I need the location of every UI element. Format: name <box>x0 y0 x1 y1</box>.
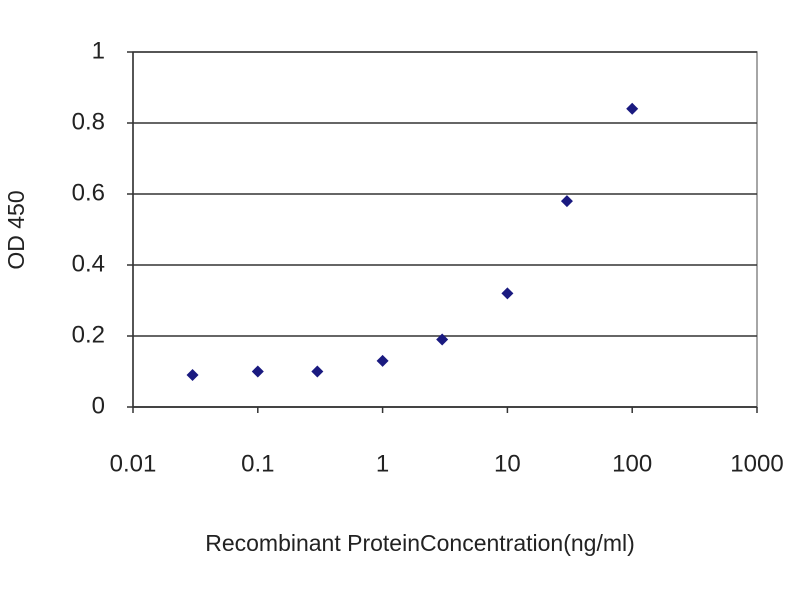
x-axis-title: Recombinant ProteinConcentration(ng/ml) <box>205 530 635 556</box>
x-tick-label: 0.01 <box>110 450 157 477</box>
y-tick-label: 0.4 <box>72 250 105 277</box>
y-tick-label: 0.8 <box>72 108 105 135</box>
data-point <box>501 287 514 300</box>
data-point <box>436 333 449 346</box>
plot-area <box>132 51 758 408</box>
y-tick-label: 1 <box>92 37 105 64</box>
x-tick-label: 1 <box>376 450 389 477</box>
x-tick-label: 100 <box>612 450 652 477</box>
data-point <box>186 369 199 382</box>
y-tick-label: 0 <box>92 392 105 419</box>
data-point <box>251 365 264 378</box>
x-tick-label: 10 <box>494 450 521 477</box>
data-point <box>376 354 389 367</box>
y-tick-label: 0.6 <box>72 179 105 206</box>
data-point <box>560 195 573 208</box>
x-tick-label: 0.1 <box>241 450 274 477</box>
data-point <box>626 102 639 115</box>
y-axis-title: OD 450 <box>3 190 29 269</box>
y-tick-label: 0.2 <box>72 321 105 348</box>
x-tick-label: 1000 <box>730 450 783 477</box>
data-point <box>311 365 324 378</box>
